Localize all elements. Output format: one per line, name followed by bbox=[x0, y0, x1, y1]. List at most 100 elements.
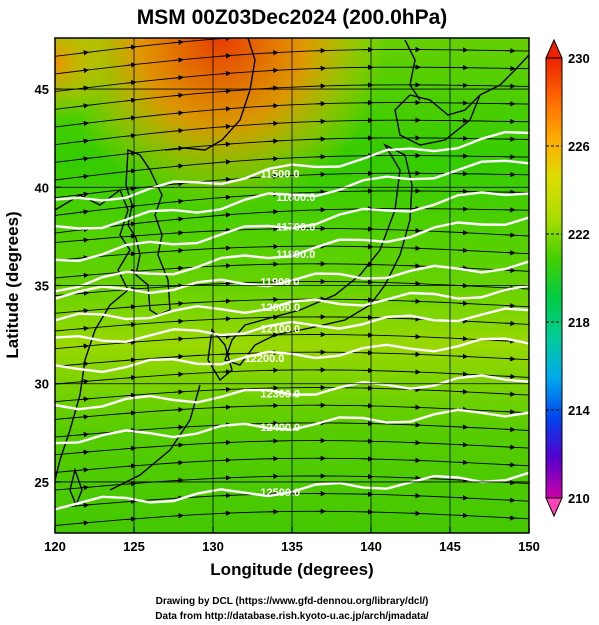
wind-arrow bbox=[173, 230, 184, 236]
wind-arrow bbox=[173, 163, 184, 169]
y-tick-label: 45 bbox=[35, 82, 49, 97]
x-tick-label: 135 bbox=[281, 539, 303, 554]
y-axis-ticks: 25 30 35 40 45 bbox=[35, 82, 61, 490]
x-tick-label: 125 bbox=[123, 539, 145, 554]
wind-arrow bbox=[173, 442, 184, 448]
x-axis-ticks: 120 125 130 135 140 145 150 bbox=[44, 527, 540, 554]
contour-label: 12100.0 bbox=[260, 324, 300, 336]
colorbar-tick-label: 230 bbox=[568, 51, 590, 66]
colorbar-extend-top bbox=[545, 38, 563, 59]
wind-arrow bbox=[268, 103, 279, 109]
wind-arrow bbox=[78, 343, 90, 349]
contour-label: 12200.0 bbox=[245, 353, 285, 365]
coastline-china bbox=[55, 188, 131, 481]
wind-arrow bbox=[78, 361, 90, 367]
gridlines bbox=[55, 38, 529, 533]
contour-label: 12500.0 bbox=[260, 487, 300, 499]
coastline-sakhalin bbox=[404, 39, 421, 101]
wind-arrow bbox=[173, 128, 184, 134]
wind-arrow bbox=[78, 173, 90, 180]
colorbar-tick-label: 214 bbox=[568, 403, 590, 418]
colorbar-ticks: 210 214 218 222 226 230 bbox=[546, 51, 590, 506]
colorbar-tick-label: 210 bbox=[568, 491, 590, 506]
credit-line-2: Data from http://database.rish.kyoto-u.a… bbox=[155, 611, 429, 622]
colorbar: 210 214 218 222 226 230 bbox=[545, 38, 590, 518]
x-tick-label: 130 bbox=[202, 539, 224, 554]
wind-arrow bbox=[78, 431, 90, 438]
wind-arrow bbox=[173, 371, 184, 378]
wind-arrow bbox=[78, 308, 90, 314]
y-axis-label: Latitude (degrees) bbox=[3, 211, 22, 358]
wind-arrow bbox=[78, 396, 90, 402]
wind-arrow bbox=[173, 300, 184, 307]
wind-arrow bbox=[173, 265, 184, 271]
wind-arrow bbox=[220, 176, 232, 183]
wind-arrow bbox=[268, 120, 279, 127]
y-tick-label: 40 bbox=[35, 180, 49, 195]
wind-arrow bbox=[220, 70, 232, 77]
wind-arrow bbox=[78, 467, 90, 473]
wind-arrow bbox=[78, 67, 90, 74]
colorbar-tick-label: 222 bbox=[568, 227, 590, 242]
wind-arrow bbox=[78, 502, 90, 508]
wind-arrow bbox=[173, 424, 184, 431]
y-tick-label: 35 bbox=[35, 279, 49, 294]
wind-arrow bbox=[173, 513, 184, 519]
contour-label: 11600.0 bbox=[276, 192, 315, 204]
x-axis-label: Longitude (degrees) bbox=[210, 560, 373, 579]
wind-arrow bbox=[173, 477, 184, 484]
x-tick-label: 120 bbox=[44, 539, 66, 554]
wind-arrow bbox=[268, 173, 279, 180]
wind-arrow bbox=[173, 353, 184, 360]
wind-arrow bbox=[220, 194, 232, 200]
wind-arrow bbox=[78, 484, 90, 491]
wind-arrow bbox=[268, 209, 279, 215]
contour-label: 12300.0 bbox=[260, 389, 300, 401]
wind-arrow bbox=[268, 156, 279, 162]
wind-arrow bbox=[173, 336, 184, 342]
contour-label: 11800.0 bbox=[276, 249, 315, 261]
wind-arrow bbox=[78, 449, 90, 455]
wind-arrow bbox=[173, 460, 184, 466]
y-tick-label: 25 bbox=[35, 475, 49, 490]
wind-arrow bbox=[173, 92, 184, 99]
coastline-kurils bbox=[479, 54, 529, 96]
wind-arrow bbox=[78, 325, 90, 332]
wind-arrow bbox=[78, 156, 90, 162]
wind-arrow bbox=[220, 159, 232, 165]
coastline-honshu bbox=[224, 143, 413, 366]
wind-arrow bbox=[220, 123, 232, 130]
plot-area: 11500.0 11600.0 11700.0 11800.0 11900.0 12000… bbox=[55, 35, 529, 533]
wind-arrow bbox=[173, 247, 184, 254]
wind-arrow bbox=[78, 103, 90, 109]
x-tick-label: 145 bbox=[439, 539, 461, 554]
wind-arrow bbox=[268, 35, 277, 36]
colorbar-tick-label: 226 bbox=[568, 139, 590, 154]
contour-label: 12000.0 bbox=[260, 302, 300, 314]
contour-label: 12400.0 bbox=[260, 422, 300, 434]
contour-label: 11700.0 bbox=[276, 222, 315, 234]
wind-arrow bbox=[268, 67, 279, 74]
wind-arrow bbox=[173, 216, 184, 222]
contour-label: 11900.0 bbox=[260, 277, 299, 289]
wind-arrow bbox=[78, 237, 90, 243]
wind-arrow bbox=[220, 141, 232, 147]
coastline-ryukyu bbox=[109, 384, 201, 491]
wind-arrow bbox=[220, 53, 232, 59]
wind-arrow bbox=[173, 110, 184, 116]
wind-arrow bbox=[220, 88, 232, 94]
wind-arrow bbox=[173, 389, 184, 395]
wind-arrow bbox=[173, 57, 184, 63]
x-tick-label: 140 bbox=[360, 539, 382, 554]
wind-arrow bbox=[173, 39, 184, 46]
x-tick-label: 150 bbox=[518, 539, 540, 554]
wind-arrow bbox=[268, 85, 279, 91]
wind-arrow bbox=[173, 74, 184, 81]
wind-arrow bbox=[268, 50, 279, 56]
wind-arrow bbox=[78, 85, 90, 91]
credit-line-1: Drawing by DCL (https://www.gfd-dennou.o… bbox=[156, 596, 429, 607]
wind-arrow bbox=[78, 50, 90, 56]
wind-arrow bbox=[78, 138, 90, 144]
wind-arrow bbox=[78, 290, 90, 296]
